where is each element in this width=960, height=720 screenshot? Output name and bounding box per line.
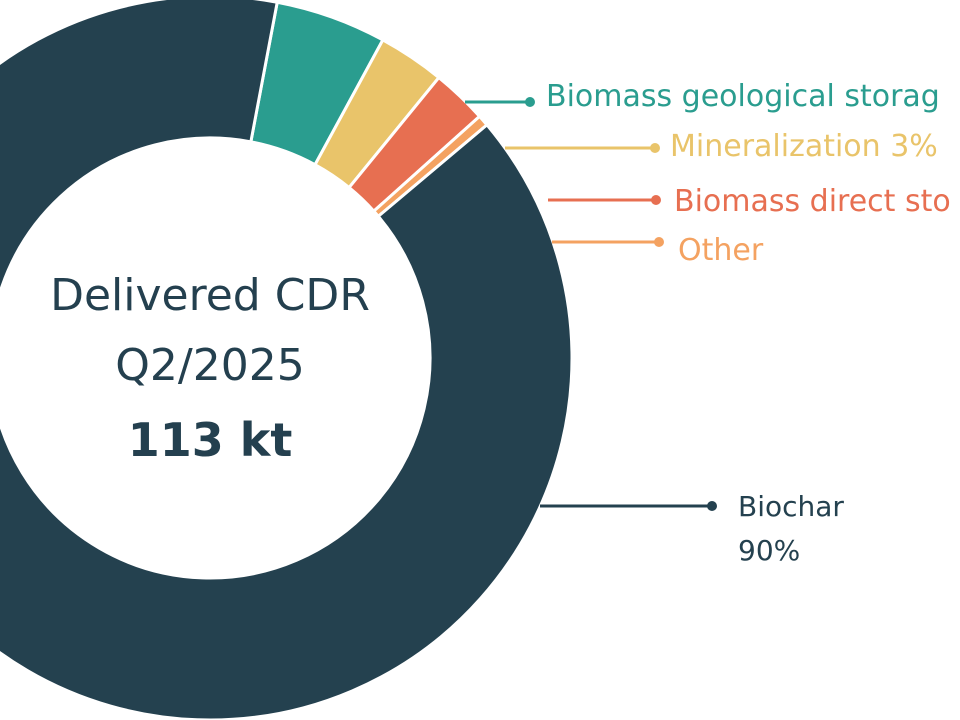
leader-dot-biomass-geological-storag	[525, 97, 535, 107]
leader-dot-other	[654, 237, 664, 247]
slice-label-mineralization-3: Mineralization 3%	[670, 129, 938, 164]
slice-label-other: Other	[678, 233, 764, 268]
slice-biochar	[0, 0, 574, 720]
leader-dot-biochar	[707, 501, 717, 511]
leader-dot-mineralization-3	[650, 143, 660, 153]
slice-value-label-biochar: 90%	[738, 534, 800, 567]
leader-dot-biomass-direct-sto	[651, 195, 661, 205]
center-title: Delivered CDR	[50, 270, 370, 321]
slice-label-biomass-direct-sto: Biomass direct sto	[674, 184, 951, 219]
slice-label-biochar: Biochar	[738, 490, 844, 523]
center-total: 113 kt	[127, 413, 293, 467]
center-period: Q2/2025	[115, 340, 305, 391]
slice-label-biomass-geological-storag: Biomass geological storag	[546, 79, 940, 114]
